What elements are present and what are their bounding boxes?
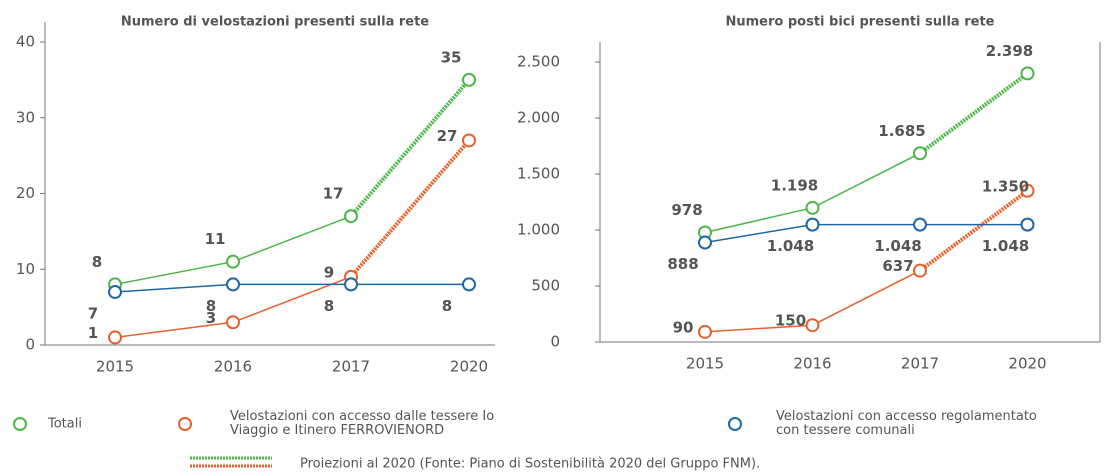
y-tick-label: 10 bbox=[16, 260, 35, 278]
point bbox=[226, 315, 240, 330]
y-tick-label: 0 bbox=[550, 333, 560, 351]
data-label: 1.198 bbox=[771, 176, 818, 194]
data-label: 888 bbox=[667, 255, 698, 273]
point bbox=[108, 330, 122, 345]
point bbox=[108, 284, 122, 299]
series-line bbox=[114, 215, 352, 286]
data-label: 1 bbox=[88, 324, 98, 342]
point bbox=[226, 277, 240, 292]
legend-label: Velostazioni con accesso regolamentato co… bbox=[776, 409, 1037, 438]
point bbox=[1020, 183, 1035, 198]
x-tick-label: 2016 bbox=[793, 355, 831, 373]
legend-label: Velostazioni con accesso dalle tessere I… bbox=[230, 409, 494, 438]
series-line bbox=[114, 283, 469, 293]
point bbox=[226, 254, 240, 269]
data-label: 90 bbox=[673, 318, 694, 336]
point bbox=[805, 318, 820, 333]
data-label: 1.350 bbox=[982, 177, 1029, 195]
y-tick-label: 2.000 bbox=[517, 109, 560, 127]
data-label: 9 bbox=[324, 263, 334, 281]
legend-swatch bbox=[13, 417, 27, 431]
x-tick-label: 2017 bbox=[332, 358, 370, 376]
x-tick-label: 2017 bbox=[901, 355, 939, 373]
data-label: 17 bbox=[323, 185, 344, 203]
data-label: 8 bbox=[442, 297, 452, 315]
point bbox=[698, 235, 712, 250]
point bbox=[913, 217, 927, 232]
data-label: 8 bbox=[92, 253, 102, 271]
legend-swatch bbox=[728, 417, 742, 431]
y-tick-label: 40 bbox=[16, 33, 35, 51]
point bbox=[462, 72, 476, 87]
projection-line bbox=[918, 71, 1029, 155]
point bbox=[462, 277, 476, 292]
x-tick-label: 2016 bbox=[214, 358, 252, 376]
point bbox=[913, 263, 927, 278]
point bbox=[1020, 66, 1035, 81]
data-label: 8 bbox=[206, 297, 216, 315]
y-tick-label: 20 bbox=[16, 184, 35, 202]
point bbox=[805, 217, 820, 232]
data-label: 11 bbox=[205, 230, 226, 248]
y-tick-label: 1.500 bbox=[517, 165, 560, 183]
x-tick-label: 2020 bbox=[450, 358, 488, 376]
data-label: 150 bbox=[775, 312, 806, 330]
x-tick-label: 2015 bbox=[686, 355, 724, 373]
point bbox=[698, 324, 712, 339]
projection-line bbox=[349, 78, 471, 218]
x-tick-label: 2015 bbox=[96, 358, 134, 376]
y-tick-label: 30 bbox=[16, 108, 35, 126]
note: Proiezioni al 2020 (Fonte: Piano di Sost… bbox=[300, 457, 760, 472]
data-label: 1.685 bbox=[878, 122, 925, 140]
projection-line bbox=[349, 139, 471, 279]
legend-label: Totali bbox=[47, 417, 82, 432]
point bbox=[344, 277, 358, 292]
data-label: 8 bbox=[324, 297, 334, 315]
data-label: 1.048 bbox=[767, 237, 814, 255]
data-label: 978 bbox=[671, 201, 702, 219]
chart-title: Numero di velostazioni presenti sulla re… bbox=[121, 15, 429, 30]
data-label: 1.048 bbox=[982, 237, 1029, 255]
point bbox=[805, 200, 820, 215]
projection-line bbox=[918, 189, 1029, 273]
point bbox=[913, 146, 927, 161]
point bbox=[344, 209, 358, 224]
data-label: 1.048 bbox=[874, 237, 921, 255]
y-tick-label: 2.500 bbox=[517, 53, 560, 71]
data-label: 35 bbox=[441, 48, 462, 66]
y-tick-label: 500 bbox=[531, 277, 560, 295]
data-label: 3 bbox=[206, 309, 216, 327]
point bbox=[462, 133, 476, 148]
y-tick-label: 0 bbox=[25, 336, 35, 354]
y-tick-label: 1.000 bbox=[517, 221, 560, 239]
x-tick-label: 2020 bbox=[1008, 355, 1046, 373]
data-label: 7 bbox=[88, 304, 98, 322]
data-label: 2.398 bbox=[986, 42, 1033, 60]
data-label: 27 bbox=[437, 127, 458, 145]
data-label: 637 bbox=[882, 257, 913, 275]
chart-title: Numero posti bici presenti sulla rete bbox=[726, 15, 995, 30]
point bbox=[1020, 217, 1035, 232]
legend-swatch bbox=[178, 417, 192, 431]
series-line bbox=[704, 223, 1028, 244]
